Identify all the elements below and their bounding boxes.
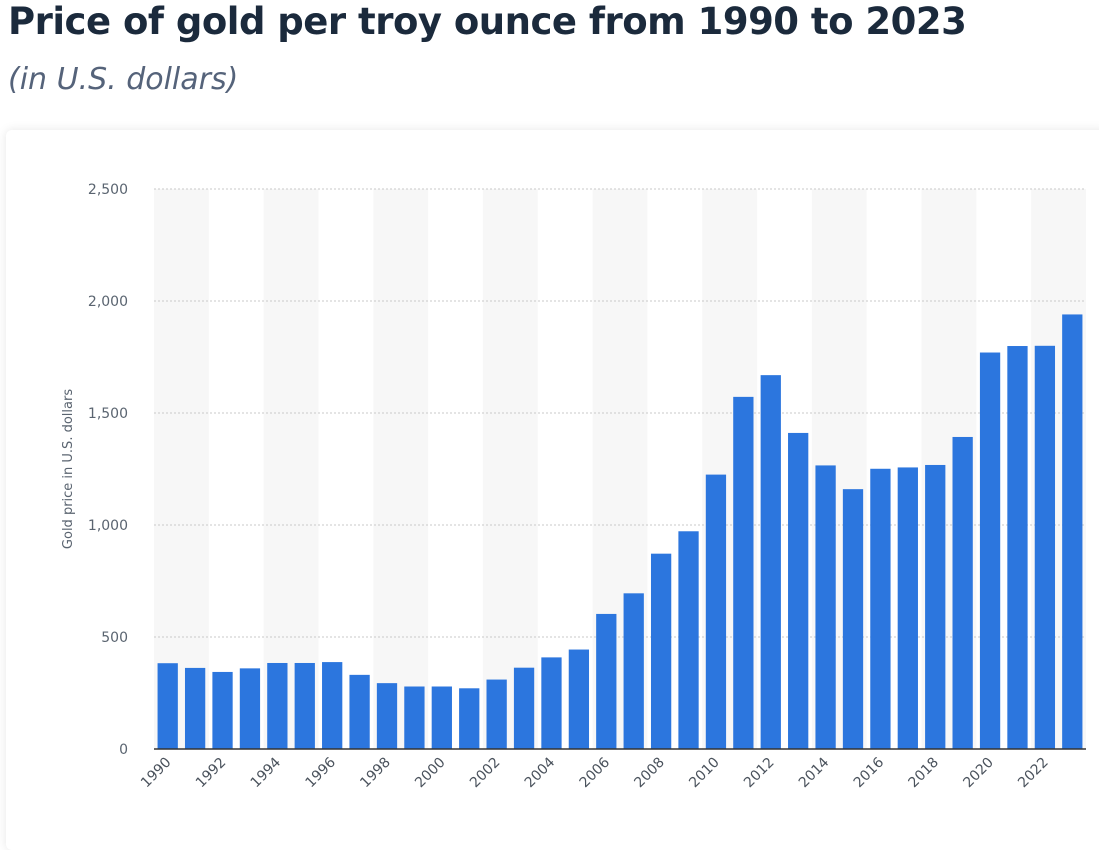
background-bands [154, 189, 1086, 749]
x-tick-label: 2018 [906, 755, 943, 792]
x-tick-label: 2014 [796, 754, 833, 791]
y-tick-label: 1,000 [88, 518, 128, 534]
x-tick-label: 1992 [193, 755, 230, 792]
band-1994 [263, 189, 319, 749]
bar-2005 [568, 649, 590, 749]
bar-1996 [322, 662, 343, 749]
bar-2013 [788, 432, 809, 749]
bar-2007 [623, 593, 644, 749]
y-tick-label: 2,000 [88, 294, 128, 310]
x-tick-label: 1990 [138, 755, 175, 792]
bar-2008 [650, 553, 672, 749]
band-1998 [373, 189, 429, 749]
bar-2001 [459, 688, 480, 749]
bar-1995 [294, 662, 315, 749]
y-axis-ticks: 0 500 1,000 1,500 2,000 2,500 [88, 182, 128, 758]
bar-2018 [925, 464, 946, 749]
bar-2017 [897, 467, 918, 749]
bar-1993 [239, 668, 261, 749]
x-tick-label: 2016 [851, 754, 888, 791]
bar-2011 [733, 396, 754, 749]
x-tick-label: 1998 [357, 755, 394, 792]
x-tick-label: 2012 [741, 755, 778, 792]
x-tick-label: 1994 [248, 754, 285, 791]
x-tick-label: 2004 [522, 754, 559, 791]
bar-2004 [541, 657, 562, 749]
bar-2012 [760, 375, 781, 749]
x-tick-label: 2010 [686, 755, 723, 792]
x-axis-ticks: 1990 1992 1994 1996 1998 2000 2002 2004 2006 2008… [138, 754, 1052, 791]
y-tick-label: 500 [101, 630, 128, 646]
bar-2015 [842, 489, 864, 749]
bar-2002 [486, 679, 507, 749]
bar-1998 [376, 683, 398, 749]
x-tick-label: 2020 [960, 755, 997, 792]
x-tick-label: 2002 [467, 755, 504, 792]
bar-2014 [815, 465, 836, 749]
bar-1999 [404, 686, 425, 749]
bar-1992 [212, 671, 233, 749]
bar-2023 [1062, 314, 1083, 749]
bar-2010 [705, 474, 727, 749]
bar-2006 [596, 613, 617, 749]
bar-2020 [979, 352, 1001, 749]
bar-2003 [513, 667, 535, 749]
x-tick-label: 2000 [412, 755, 449, 792]
page-title: Price of gold per troy ounce from 1990 t… [8, 0, 967, 43]
bar-2019 [952, 436, 973, 749]
bar-2021 [1007, 346, 1028, 749]
x-tick-label: 2008 [631, 755, 668, 792]
y-tick-label: 2,500 [88, 182, 128, 198]
bar-1990 [157, 663, 178, 749]
page-subtitle: (in U.S. dollars) [8, 62, 239, 97]
bar-1991 [184, 667, 206, 749]
y-tick-label: 0 [119, 742, 128, 758]
bar-2009 [678, 531, 699, 749]
bar-1994 [267, 662, 288, 749]
x-tick-label: 2006 [577, 754, 614, 791]
bars [157, 314, 1083, 749]
band-2002 [482, 189, 538, 749]
bar-1997 [349, 674, 370, 749]
band-1990 [154, 189, 209, 749]
y-axis-label: Gold price in U.S. dollars [61, 389, 76, 549]
x-tick-label: 2022 [1015, 755, 1052, 792]
bar-2000 [431, 686, 452, 749]
bar-2022 [1034, 345, 1056, 749]
y-tick-label: 1,500 [88, 406, 128, 422]
x-tick-label: 1996 [302, 754, 339, 791]
bar-2016 [870, 468, 891, 749]
chart-card: 0 500 1,000 1,500 2,000 2,500 1990 1992 1994 199… [6, 130, 1099, 850]
